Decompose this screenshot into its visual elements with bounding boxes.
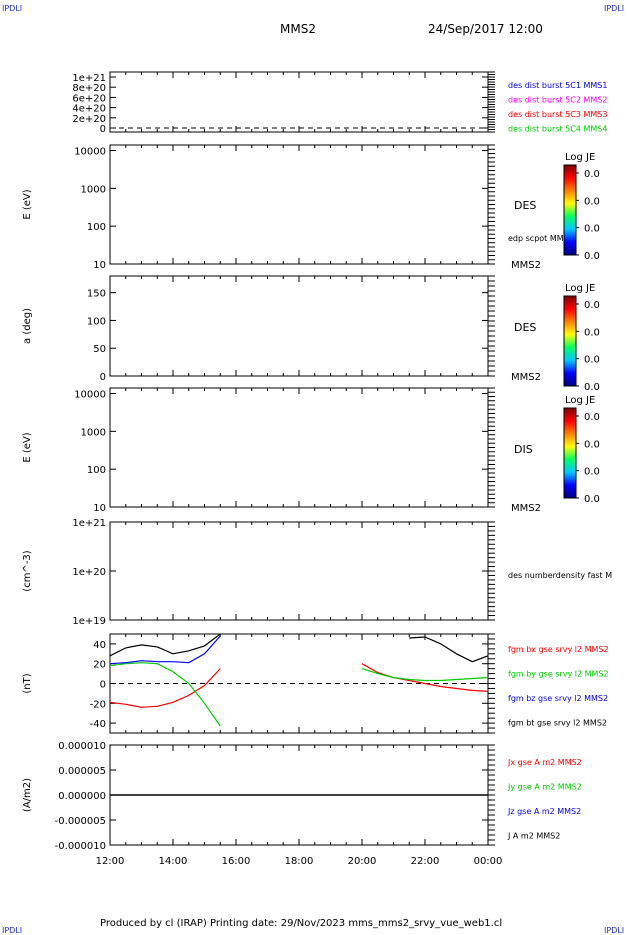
x-axis-tick-label: 22:00	[411, 856, 440, 867]
b-series-line-3	[110, 634, 488, 663]
dis-energy-ytick-label: 100	[87, 465, 106, 476]
current-density-legend-item: Jy gse A m2 MMS2	[507, 783, 582, 792]
corner-label-top-right: IPDLI	[604, 4, 625, 13]
dis-energy-colorbar-title: Log JE	[565, 395, 595, 406]
des-energy-ytick-label: 10000	[74, 147, 106, 158]
magnetic-field-ytick-label: 20	[93, 660, 106, 671]
dis-energy-ytick-label: 10	[93, 503, 106, 514]
corner-label-bottom-left: IPDLI	[2, 926, 23, 935]
spacecraft-title: MMS2	[280, 22, 316, 36]
dis-energy-spacecraft: MMS2	[511, 503, 541, 514]
density-legend-item: des numberdensity fast M	[508, 571, 612, 580]
des-energy-colorbar-tick-label: 0.0	[584, 224, 600, 235]
current-density-legend-item: Jz gse A m2 MMS2	[507, 807, 581, 816]
des-pitch-label: DES	[514, 321, 536, 334]
des-pitch-spacecraft: MMS2	[511, 372, 541, 383]
density-ytick-label: 1e+20	[72, 567, 106, 578]
magnetic-field-ytick-label: -40	[90, 719, 106, 730]
panel-des-pitch-frame	[109, 275, 489, 377]
magnetic-field-legend-item: fgm bx gse srvy l2 MMS2	[508, 645, 609, 654]
b-series-line-1	[110, 662, 488, 727]
dis-energy-colorbar-tick-label: 0.0	[584, 439, 600, 450]
des-energy-spacecraft: MMS2	[511, 260, 541, 271]
x-axis-tick-label: 12:00	[96, 856, 125, 867]
b-series-line-0	[110, 663, 488, 708]
des-pitch-colorbar-tick-label: 0.0	[584, 355, 600, 366]
dis-energy-ytick-label: 1000	[81, 427, 106, 438]
x-axis-tick-label: 16:00	[222, 856, 251, 867]
des-energy-colorbar-title: Log JE	[565, 152, 595, 163]
magnetic-field-ylabel: (nT)	[22, 673, 33, 693]
corner-label-bottom-right: IPDLI	[604, 926, 625, 935]
panel-dis-energy-frame	[109, 387, 489, 508]
current-density-ytick-label: 0.000005	[58, 766, 106, 777]
magnetic-field-ytick-label: 40	[93, 640, 106, 651]
magnetic-field-legend-item: fgm bt gse srvy l2 MMS2	[508, 719, 607, 728]
corner-label-top-left: IPDLI	[2, 4, 23, 13]
x-axis-tick-label: 20:00	[348, 856, 377, 867]
distribution-legend-item: des dist burst 5C3 MMS3	[508, 110, 607, 119]
current-density-ytick-label: 0.000000	[58, 791, 106, 802]
des-energy-ytick-label: 10	[93, 260, 106, 271]
density-ytick-label: 1e+19	[72, 616, 106, 627]
distribution-legend-item: des dist burst 5C4 MMS4	[508, 125, 607, 134]
x-axis-tick-label: 14:00	[159, 856, 188, 867]
distribution-legend-item: des dist burst 5C2 MMS2	[508, 96, 607, 105]
des-pitch-colorbar-title: Log JE	[565, 283, 595, 294]
distribution-ytick-label: 1e+21	[72, 73, 106, 84]
dis-energy-label: DIS	[514, 443, 533, 456]
current-density-ytick-label: -0.000010	[55, 841, 106, 852]
current-density-ytick-label: -0.000005	[55, 816, 106, 827]
dis-energy-colorbar-tick-label: 0.0	[584, 494, 600, 505]
density-ylabel: (cm^-3)	[22, 550, 33, 591]
distribution-ytick-label: 2e+20	[72, 114, 106, 125]
panel-distribution-frame	[109, 71, 489, 133]
distribution-ytick-label: 6e+20	[72, 93, 106, 104]
datetime-title: 24/Sep/2017 12:00	[428, 22, 543, 36]
distribution-ytick-label: 4e+20	[72, 104, 106, 115]
des-energy-label: DES	[514, 199, 536, 212]
distribution-legend-item: des dist burst 5C1 MMS1	[508, 81, 607, 90]
des-energy-sublabel: edp scpot MMS2	[508, 234, 574, 243]
des-energy-ytick-label: 1000	[81, 184, 106, 195]
x-axis-tick-label: 00:00	[474, 856, 503, 867]
magnetic-field-ytick-label: 0	[100, 680, 106, 691]
des-energy-colorbar-tick-label: 0.0	[584, 169, 600, 180]
distribution-ytick-label: 8e+20	[72, 83, 106, 94]
des-pitch-ytick-label: 100	[87, 316, 106, 327]
dis-energy-colorbar-tick-label: 0.0	[584, 412, 600, 423]
x-axis-tick-label: 18:00	[285, 856, 314, 867]
des-energy-colorbar-tick-label: 0.0	[584, 196, 600, 207]
b-series-line-2	[110, 635, 221, 665]
des-pitch-ytick-label: 50	[93, 344, 106, 355]
des-pitch-colorbar-tick-label: 0.0	[584, 300, 600, 311]
current-density-legend-item: J A m2 MMS2	[507, 832, 560, 841]
magnetic-field-legend-item: fgm bz gse srvy l2 MMS2	[508, 694, 608, 703]
current-density-ytick-label: 0.000010	[58, 741, 106, 752]
des-energy-ytick-label: 100	[87, 222, 106, 233]
des-pitch-ylabel: a (deg)	[22, 308, 33, 344]
des-pitch-colorbar-tick-label: 0.0	[584, 382, 600, 393]
footer-credit: Produced by cl (IRAP) Printing date: 29/…	[100, 918, 503, 929]
des-pitch-colorbar	[563, 295, 577, 387]
current-density-ylabel: (A/m2)	[22, 778, 33, 812]
dis-energy-colorbar-tick-label: 0.0	[584, 467, 600, 478]
des-energy-ylabel: E (eV)	[22, 189, 33, 219]
distribution-ytick-label: 0	[100, 124, 106, 135]
des-energy-colorbar	[563, 164, 577, 256]
magnetic-field-ytick-label: -20	[90, 699, 106, 710]
des-pitch-colorbar-tick-label: 0.0	[584, 327, 600, 338]
des-pitch-ytick-label: 0	[100, 372, 106, 383]
density-ytick-label: 1e+21	[72, 518, 106, 529]
des-energy-colorbar-tick-label: 0.0	[584, 251, 600, 262]
current-density-legend-item: Jx gse A m2 MMS2	[507, 758, 582, 767]
dis-energy-colorbar	[563, 407, 577, 499]
dis-energy-ytick-label: 10000	[74, 390, 106, 401]
panel-density-frame	[109, 521, 489, 621]
magnetic-field-legend-item: fgm by gse srvy l2 MMS2	[508, 670, 609, 679]
des-pitch-ytick-label: 150	[87, 289, 106, 300]
panel-des-energy-frame	[109, 144, 489, 265]
dis-energy-ylabel: E (eV)	[22, 432, 33, 462]
